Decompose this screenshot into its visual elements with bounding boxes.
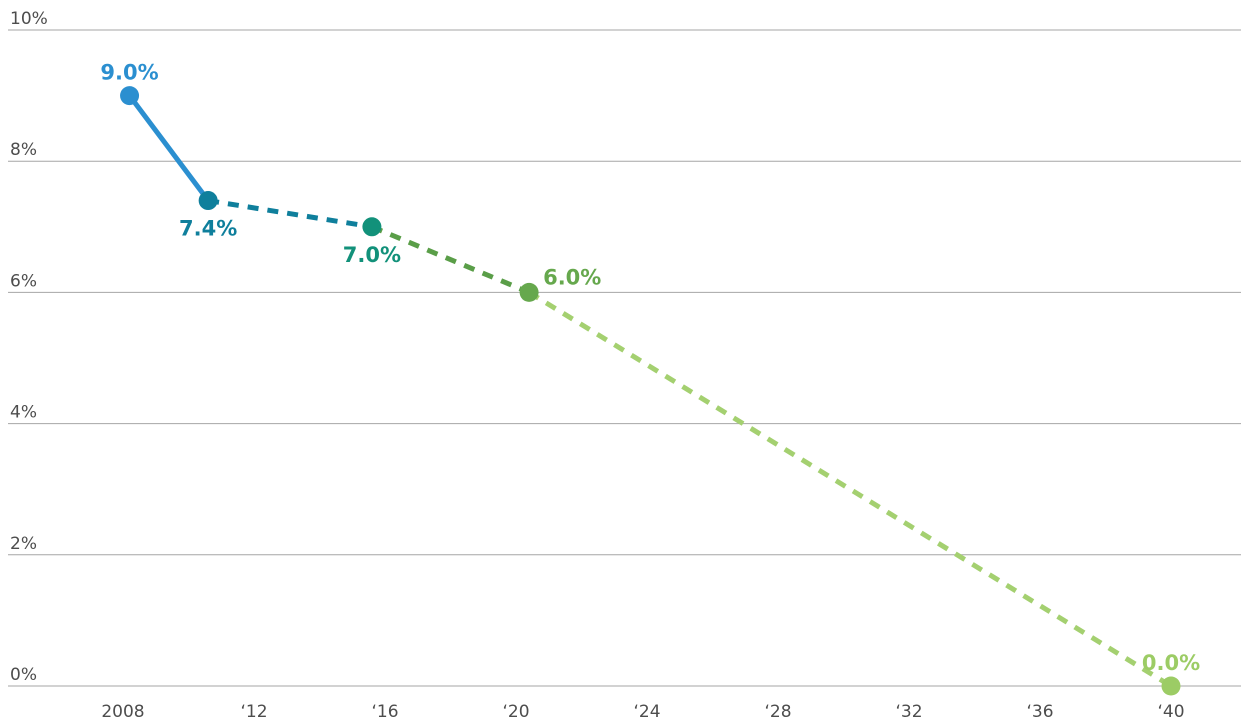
x-axis-ticks: 2008 ‘12 ‘16 ‘20 ‘24 ‘28 ‘32 ‘36 ‘40 xyxy=(101,702,1184,721)
series-points xyxy=(120,86,1181,696)
y-tick-label: 10% xyxy=(10,9,48,29)
data-labels: 9.0% 7.4% 7.0% 6.0% 0.0% xyxy=(100,61,1200,675)
data-label: 9.0% xyxy=(100,61,158,85)
series-segment-dashed xyxy=(370,224,531,295)
series-segment-dashed xyxy=(207,198,373,230)
x-tick-label: 2008 xyxy=(101,702,144,721)
series-line-segments xyxy=(127,94,1173,689)
data-point xyxy=(519,282,539,302)
data-label: 7.0% xyxy=(343,243,401,267)
data-point xyxy=(1161,676,1181,696)
x-tick-label: ‘32 xyxy=(895,702,922,721)
data-label: 7.4% xyxy=(179,217,237,241)
data-point xyxy=(120,86,140,106)
x-tick-label: ‘36 xyxy=(1026,702,1053,721)
x-tick-label: ‘28 xyxy=(764,702,791,721)
x-tick-label: ‘24 xyxy=(633,702,660,721)
y-tick-label: 2% xyxy=(10,534,37,554)
series-segment-dashed xyxy=(527,290,1173,689)
x-tick-label: ‘16 xyxy=(371,702,398,721)
y-tick-label: 0% xyxy=(10,665,37,685)
y-tick-label: 4% xyxy=(10,403,37,423)
data-point xyxy=(198,191,218,211)
x-tick-label: ‘12 xyxy=(240,702,267,721)
gridlines xyxy=(8,29,1241,687)
data-point xyxy=(362,217,382,237)
y-tick-label: 8% xyxy=(10,140,37,160)
x-tick-label: ‘40 xyxy=(1157,702,1184,721)
data-label: 0.0% xyxy=(1142,651,1200,675)
data-label: 6.0% xyxy=(543,265,601,289)
y-axis-ticks: 0% 2% 4% 6% 8% 10% xyxy=(10,9,48,685)
y-tick-label: 6% xyxy=(10,271,37,291)
series-segment-solid xyxy=(127,94,211,203)
x-tick-label: ‘20 xyxy=(502,702,529,721)
